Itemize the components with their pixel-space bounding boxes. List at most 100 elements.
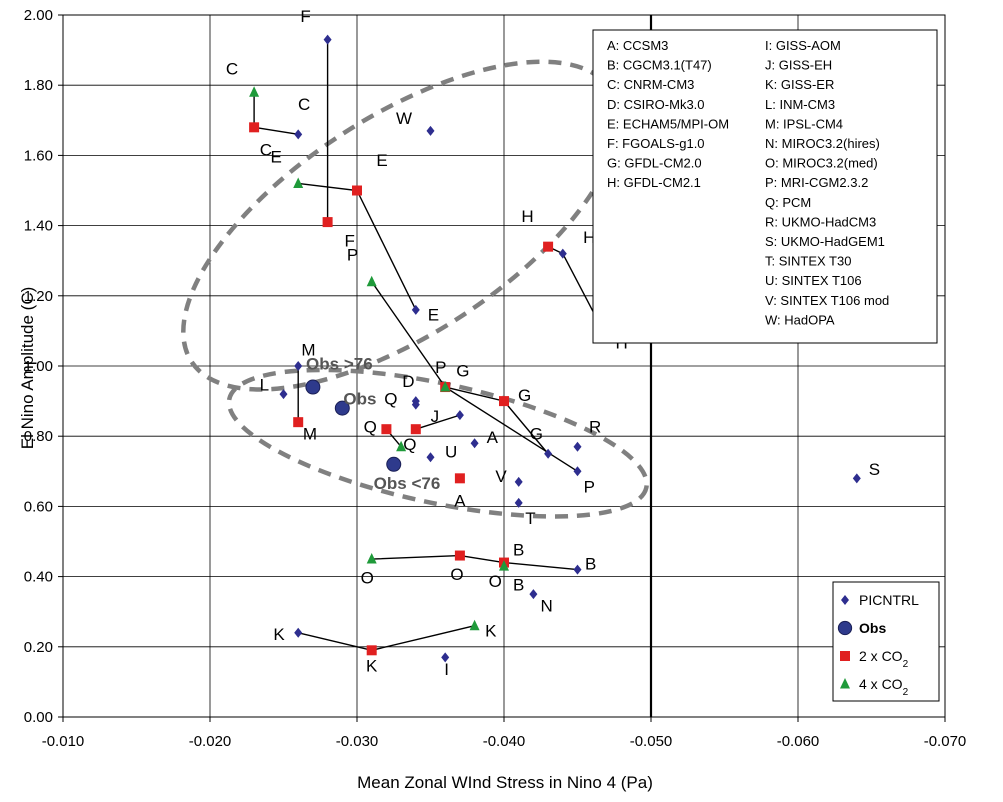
marker-diamond-l bbox=[279, 389, 288, 400]
model-key-entry: M: IPSL-CM4 bbox=[765, 116, 843, 131]
point-label: R bbox=[589, 418, 601, 437]
y-tick-label: 0.20 bbox=[24, 639, 53, 656]
marker-diamond-b bbox=[573, 564, 582, 575]
marker-square-k bbox=[366, 645, 377, 656]
marker-diamond-k bbox=[294, 627, 303, 638]
marker-diamond-g bbox=[544, 448, 553, 459]
point-label: U bbox=[445, 442, 457, 461]
data-markers bbox=[249, 34, 861, 663]
marker-diamond-c bbox=[294, 129, 303, 140]
point-label: B bbox=[513, 576, 524, 595]
model-key-entry: B: CGCM3.1(T47) bbox=[607, 58, 712, 73]
x-tick-label: -0.070 bbox=[924, 733, 967, 750]
point-label: L bbox=[260, 376, 269, 395]
point-label: Q bbox=[364, 418, 377, 437]
marker-diamond-f bbox=[323, 34, 332, 45]
legend-subscript: 2 bbox=[903, 659, 909, 670]
legend-box bbox=[832, 581, 940, 702]
axes: -0.010 -0.020 -0.030 -0.040 -0.050 -0.060 -0.0… bbox=[24, 7, 966, 750]
marker-diamond-r bbox=[573, 441, 582, 452]
point-label: G bbox=[518, 386, 531, 405]
marker-triangle-q bbox=[396, 440, 407, 452]
marker-circle-obs bbox=[334, 400, 350, 416]
legend-subscript: 2 bbox=[903, 687, 909, 698]
model-key-entry: E: ECHAM5/MPI-OM bbox=[607, 116, 729, 131]
y-tick-label: 1.00 bbox=[24, 358, 53, 375]
point-label: H bbox=[583, 228, 595, 247]
marker-square-f bbox=[322, 217, 333, 228]
point-label: G bbox=[456, 362, 469, 381]
model-key-entry: S: UKMO-HadGEM1 bbox=[765, 234, 885, 249]
marker-diamond-u bbox=[426, 452, 435, 463]
model-key-entry: J: GISS-EH bbox=[765, 58, 832, 73]
point-label: T bbox=[525, 509, 535, 528]
obs-label: Obs bbox=[343, 390, 376, 409]
model-key-entry: K: GISS-ER bbox=[765, 77, 834, 92]
point-label: A bbox=[454, 491, 466, 510]
point-label: F bbox=[344, 232, 354, 251]
model-key-entry: P: MRI-CGM2.3.2 bbox=[765, 175, 868, 190]
model-key-entry: C: CNRM-CM3 bbox=[607, 77, 694, 92]
marker-square-e bbox=[352, 185, 362, 196]
legend-label: PICNTRL bbox=[859, 592, 919, 608]
marker-triangle-o bbox=[366, 553, 377, 564]
marker-square-m bbox=[293, 417, 304, 428]
model-key: A: CCSM3 B: CGCM3.1(T47) C: CNRM-CM3 D: CSI… bbox=[592, 29, 938, 344]
y-tick-label: 1.20 bbox=[24, 288, 53, 305]
y-tick-label: 0.60 bbox=[24, 498, 53, 515]
x-tick-label: -0.060 bbox=[777, 733, 820, 750]
x-tick-label: -0.020 bbox=[189, 733, 232, 750]
marker-circle-obs76 bbox=[386, 456, 402, 472]
model-key-entry: T: SINTEX T30 bbox=[765, 254, 851, 269]
marker-square-q bbox=[381, 424, 392, 435]
point-label: Q bbox=[384, 390, 397, 409]
point-label: P bbox=[435, 358, 446, 377]
point-label: O bbox=[450, 565, 463, 584]
model-key-entry: N: MIROC3.2(hires) bbox=[765, 136, 880, 151]
model-key-entry: L: INM-CM3 bbox=[765, 97, 835, 112]
point-label: K bbox=[366, 656, 378, 675]
x-axis-title: Mean Zonal WInd Stress in Nino 4 (Pa) bbox=[357, 773, 653, 792]
marker-diamond-w bbox=[426, 125, 435, 136]
point-label: H bbox=[521, 207, 533, 226]
obs-label: Obs <76 bbox=[374, 474, 441, 493]
point-label: K bbox=[485, 621, 497, 640]
marker-square-g bbox=[499, 396, 509, 407]
marker-diamond-i bbox=[441, 652, 450, 663]
point-label: C bbox=[226, 60, 238, 79]
point-label: P bbox=[347, 246, 358, 265]
model-key-box bbox=[592, 29, 938, 344]
marker-diamond-s bbox=[852, 473, 861, 484]
model-key-entry: A: CCSM3 bbox=[607, 38, 668, 53]
model-key-entry: O: MIROC3.2(med) bbox=[765, 156, 878, 171]
marker-triangle-c bbox=[249, 86, 260, 97]
y-tick-label: 2.00 bbox=[24, 7, 53, 24]
model-key-entry: G: GFDL-CM2.0 bbox=[607, 156, 702, 171]
y-axis-title: El Nino Amplitude (C) bbox=[18, 287, 37, 450]
connection-line bbox=[415, 414, 461, 430]
point-label: W bbox=[396, 109, 412, 128]
legend-triangle-icon bbox=[840, 678, 850, 689]
point-label: F bbox=[300, 7, 310, 26]
marker-circle-obs76 bbox=[305, 379, 321, 395]
marker-diamond-q bbox=[411, 399, 420, 410]
y-tick-label: 0.40 bbox=[24, 569, 53, 586]
marker-diamond-n bbox=[529, 589, 538, 600]
model-key-entry: D: CSIRO-Mk3.0 bbox=[607, 97, 705, 112]
model-key-entry: Q: PCM bbox=[765, 195, 811, 210]
model-key-entry: W: HadOPA bbox=[765, 312, 835, 327]
legend-circle-icon bbox=[837, 620, 853, 636]
marker-square-a bbox=[454, 473, 465, 484]
y-tick-label: 1.60 bbox=[24, 147, 53, 164]
marker-diamond-h bbox=[558, 248, 567, 259]
model-key-entry: I: GISS-AOM bbox=[765, 38, 841, 53]
group-ellipse bbox=[226, 367, 649, 519]
marker-square-o bbox=[454, 550, 465, 561]
point-label: C bbox=[298, 95, 310, 114]
y-tick-label: 0.80 bbox=[24, 428, 53, 445]
point-label: O bbox=[361, 569, 374, 588]
marker-diamond-t bbox=[514, 497, 523, 508]
